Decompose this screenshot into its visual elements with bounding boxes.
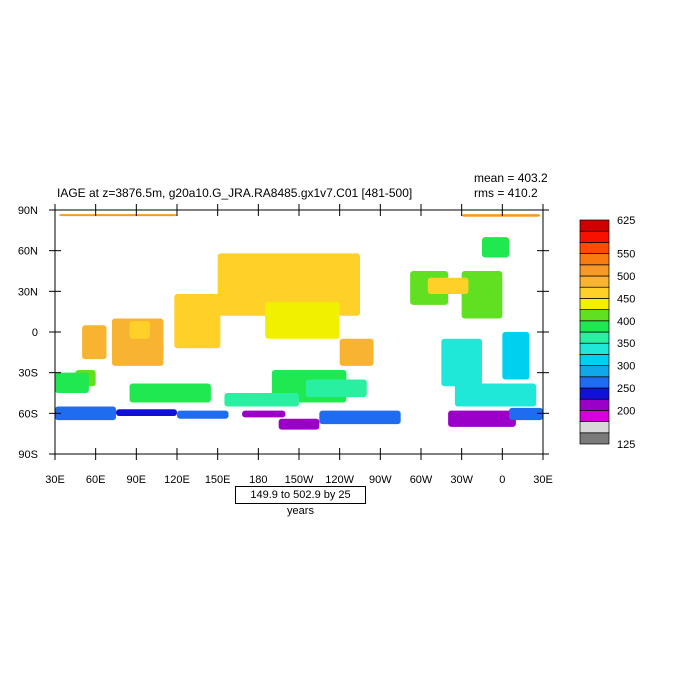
colorbar-swatch [579,421,610,434]
x-tick-label: 60W [410,474,433,486]
field-region-se-pacific-cyan [224,393,299,407]
colorbar-swatch [579,376,610,389]
field-region-eq-pacific-core [265,302,340,339]
x-tick-labels: 30E 60E 90E 120E 150E 180 150W 120W 90W 60W 30W 0 30… [45,474,553,486]
field-region-kerguelen [116,409,177,417]
colorbar-label: 450 [617,293,635,305]
colorbar-label: 550 [617,249,635,261]
colorbar-swatch [579,298,610,310]
field-region-ross-sea [242,410,286,418]
colorbar-label: 500 [617,271,635,283]
field-region-north-atlantic-east [461,271,503,319]
x-tick-label: 60E [86,474,106,486]
colorbar-swatch [579,230,610,243]
field-region-indian-ocean-west [82,325,107,360]
colorbar-swatch [579,242,610,254]
colorbar-swatch [579,219,610,232]
field-region-angola-basin [502,332,530,380]
field-region-bellingshausen [319,410,401,425]
field-region-arctic-strip-west [59,214,177,217]
colorbar-swatch [579,275,610,288]
field-region-indian-ocean-ne [129,321,150,339]
colorbar-swatch [579,286,610,299]
x-tick-label: 150W [285,474,314,486]
x-tick-label: 120E [164,474,190,486]
colorbar-swatch [579,410,610,422]
colorbar-labels: 625 550 500 450 400 350 300 250 200 125 [617,215,635,451]
y-tick-label: 60N [18,246,38,258]
colorbar-swatch [579,309,610,322]
y-tick-label: 30S [18,368,38,380]
y-tick-label: 60S [18,408,38,420]
colorbar-swatch [579,432,610,445]
x-tick-label: 150E [205,474,231,486]
field-region-west-australia [55,372,89,393]
colorbar-swatch [579,387,610,400]
field-region-north-atlantic-core [427,277,469,295]
colorbar-label: 200 [617,405,635,417]
field-region-weddell-sea [448,410,516,427]
y-tick-label: 90N [18,205,38,217]
chart-title: IAGE at z=3876.5m, g20a10.G_JRA.RA8485.g… [57,186,412,200]
colorbar-swatch [579,264,610,277]
field-region-peru-basin [339,338,374,366]
field-region-south-indian [129,383,211,403]
mean-value: mean = 403.2 [474,171,548,185]
field-region-central-pacific-west [174,294,221,349]
field-region-aus-antarctic [177,410,229,419]
rms-value: rms = 410.2 [474,186,538,200]
x-tick-label: 90W [369,474,392,486]
colorbar-swatch [579,398,610,411]
x-tick-label: 0 [499,474,505,486]
colorbar-swatch [579,365,610,378]
x-tick-label: 120W [325,474,354,486]
map-field [55,214,543,430]
field-region-norwegian-sea [482,237,510,258]
colorbar-label: 350 [617,338,635,350]
y-tick-label: 30N [18,286,38,298]
y-tick-label: 90S [18,449,38,461]
colorbar-label: 250 [617,383,635,395]
x-tick-label: 30W [450,474,473,486]
contour-range-box: 149.9 to 502.9 by 25 years [235,486,366,517]
y-tick-labels: 90N 60N 30N 0 30S 60S 90S [18,205,38,461]
field-region-arctic-strip-east [461,214,541,217]
colorbar-swatch [579,354,610,366]
field-region-southern-ocean-indian [55,406,116,421]
field-region-amundsen-basin [278,418,320,430]
field-region-north-pacific [217,253,360,316]
colorbar-label: 125 [617,439,635,451]
colorbar-label: 400 [617,316,635,328]
colorbar-swatch [579,253,610,266]
field-region-enderby-basin [509,407,543,421]
field-region-se-pacific-tongue [305,379,367,398]
colorbar [579,219,610,445]
x-tick-label: 90E [127,474,147,486]
x-tick-label: 180 [249,474,267,486]
colorbar-swatch [579,342,610,355]
colorbar-swatch [579,320,610,333]
colorbar-label: 300 [617,361,635,373]
colorbar-swatch [579,331,610,344]
x-tick-label: 30E [533,474,553,486]
field-region-indian-ocean-central [111,318,164,366]
colorbar-label: 625 [617,215,635,227]
x-tick-label: 30E [45,474,65,486]
field-region-brazil-basin [441,338,482,387]
y-tick-label: 0 [32,327,38,339]
axis-ticks [49,204,549,460]
field-region-cape-basin [454,383,537,407]
